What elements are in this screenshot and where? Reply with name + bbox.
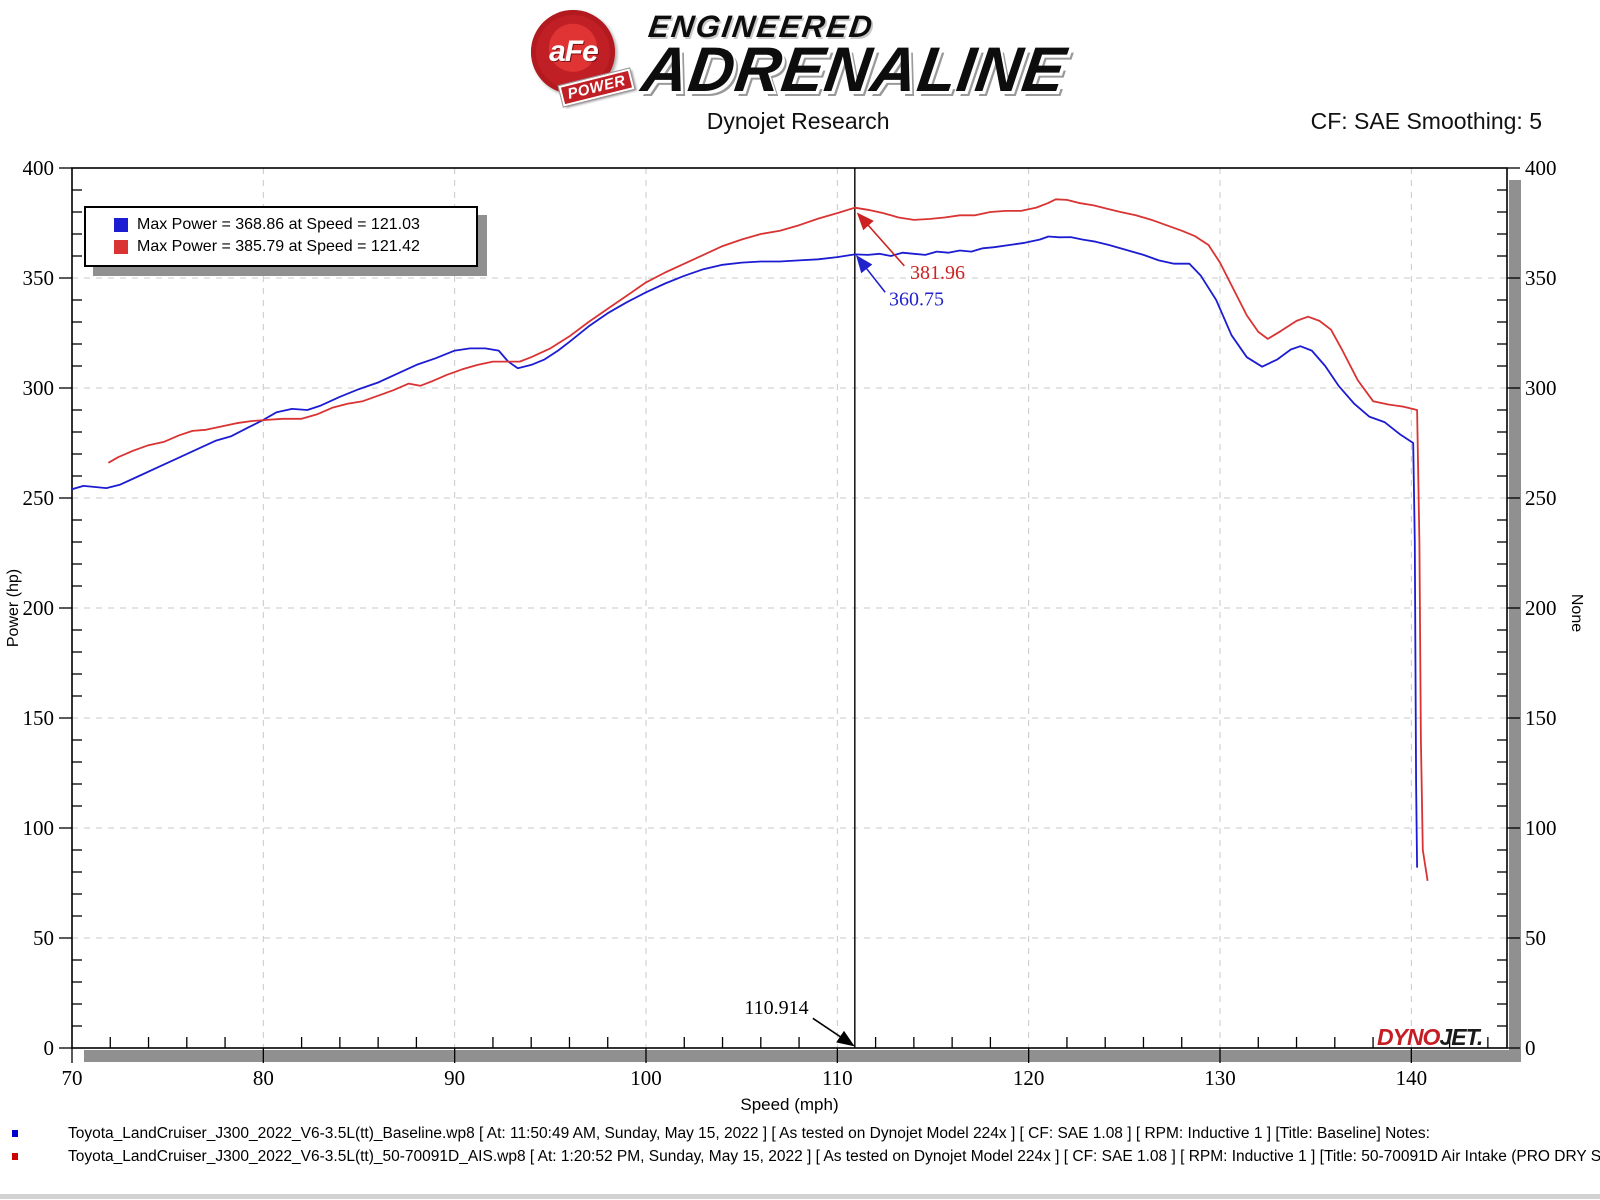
grid-lines [72,168,1507,1048]
legend-swatch-blue [114,218,128,232]
smoothing-label: CF: SAE Smoothing: 5 [1310,108,1542,134]
svg-text:300: 300 [23,376,55,400]
svg-text:100: 100 [630,1066,662,1090]
svg-text:80: 80 [253,1066,274,1090]
legend-box: Max Power = 368.86 at Speed = 121.03 Max… [84,206,478,267]
curves [72,198,1429,881]
chart-title: Dynojet Research [706,108,890,134]
svg-text:90: 90 [444,1066,465,1090]
afe-power-logo: aFe POWER [531,10,636,109]
svg-text:400: 400 [1525,156,1557,180]
tick-labels: 70 80 90 100 110 120 130 140 0 0 50 50 100 100 150 150 2… [23,156,1557,1090]
run-row-intake: Toyota_LandCruiser_J300_2022_V6-3.5L(tt)… [0,1145,1600,1168]
adrenaline-wordmark: ENGINEERED ADRENALINE [638,9,1074,105]
afe-logo-text: aFe [549,35,599,68]
axis-ticks [59,167,1520,1063]
svg-text:50: 50 [33,926,54,950]
svg-text:100: 100 [1525,816,1557,840]
annotation-381.96: 381.96 [856,212,965,284]
run-marker-blue [12,1130,18,1137]
run-descriptions: Toyota_LandCruiser_J300_2022_V6-3.5L(tt)… [0,1122,1600,1168]
x-axis-title: Speed (mph) [740,1095,838,1114]
svg-text:350: 350 [1525,266,1557,290]
run-text-baseline: Toyota_LandCruiser_J300_2022_V6-3.5L(tt)… [68,1125,1430,1142]
legend-item-baseline: Max Power = 368.86 at Speed = 121.03 [114,214,466,236]
svg-text:360.75: 360.75 [889,289,944,311]
brand-header: aFe POWER ENGINEERED ADRENALINE [0,9,1600,109]
svg-text:110: 110 [822,1066,853,1090]
legend-label-intake: Max Power = 385.79 at Speed = 121.42 [137,238,420,255]
svg-text:381.96: 381.96 [910,262,965,284]
baseline-curve [72,235,1418,868]
svg-text:200: 200 [23,596,55,620]
legend-item-intake: Max Power = 385.79 at Speed = 121.42 [114,236,466,258]
intake-curve [107,198,1429,881]
svg-text:300: 300 [1525,376,1557,400]
legend-label-baseline: Max Power = 368.86 at Speed = 121.03 [137,216,420,233]
plot-shadow [84,180,1521,1062]
svg-text:400: 400 [23,156,55,180]
svg-text:0: 0 [1525,1036,1536,1060]
clipped-next-row-stripe [0,1194,1600,1199]
svg-text:350: 350 [23,266,55,290]
y-axis-title-left: Power (hp) [5,569,22,647]
annotation-110.914: 110.914 [744,997,855,1047]
svg-text:200: 200 [1525,596,1557,620]
run-text-intake: Toyota_LandCruiser_J300_2022_V6-3.5L(tt)… [68,1148,1600,1165]
svg-text:50: 50 [1525,926,1546,950]
svg-text:0: 0 [44,1036,55,1060]
svg-text:150: 150 [1525,706,1557,730]
svg-text:250: 250 [23,486,55,510]
y-axis-title-right: None [1568,594,1585,632]
run-row-baseline: Toyota_LandCruiser_J300_2022_V6-3.5L(tt)… [0,1122,1600,1145]
run-marker-red [12,1153,18,1160]
annotation-360.75: 360.75 [855,255,944,311]
plot-border [71,167,1508,1049]
svg-text:250: 250 [1525,486,1557,510]
legend-swatch-red [114,240,128,254]
svg-text:100: 100 [23,816,55,840]
svg-text:70: 70 [62,1066,83,1090]
adrenaline-text: ADRENALINE [638,35,1072,105]
svg-text:140: 140 [1396,1066,1428,1090]
dynojet-watermark: DYNOJET. [1377,1024,1482,1050]
svg-text:150: 150 [23,706,55,730]
svg-text:110.914: 110.914 [744,997,808,1019]
svg-text:120: 120 [1013,1066,1045,1090]
svg-text:130: 130 [1204,1066,1236,1090]
